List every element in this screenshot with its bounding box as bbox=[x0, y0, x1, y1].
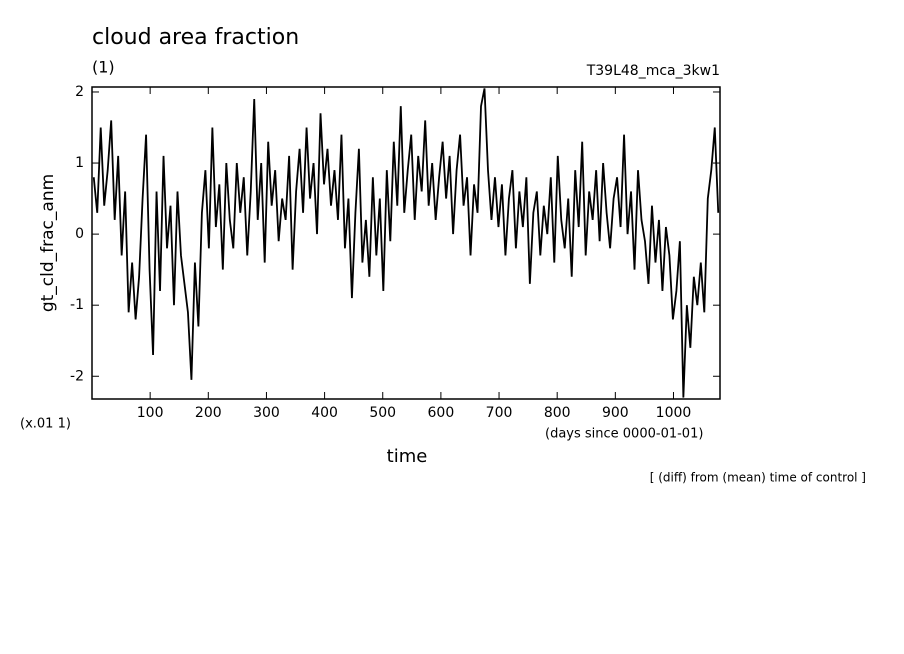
y-tick-label: -1 bbox=[70, 297, 84, 313]
x-axis-label: time bbox=[387, 446, 428, 467]
x-tick-label: 600 bbox=[428, 405, 455, 421]
x-tick-label: 500 bbox=[369, 405, 396, 421]
y-scale-note: (x.01 1) bbox=[20, 417, 71, 432]
x-tick-label: 300 bbox=[253, 405, 280, 421]
chart-title: cloud area fraction bbox=[92, 25, 299, 50]
x-tick-label: 100 bbox=[137, 405, 164, 421]
plot-frame bbox=[91, 86, 721, 400]
y-tick-label: 1 bbox=[75, 155, 84, 171]
y-tick-label: 2 bbox=[75, 84, 84, 100]
footnote: [ (diff) from (mean) time of control ] bbox=[650, 471, 866, 485]
y-tick-label: -2 bbox=[70, 368, 84, 384]
x-tick-label: 900 bbox=[602, 405, 629, 421]
run-label: T39L48_mca_3kw1 bbox=[586, 63, 720, 79]
x-tick-label: 700 bbox=[486, 405, 513, 421]
x-units: (days since 0000-01-01) bbox=[545, 427, 703, 442]
data-line bbox=[92, 88, 720, 398]
y-axis-label: gt_cld_frac_anm bbox=[38, 174, 58, 312]
x-tick-label: 200 bbox=[195, 405, 222, 421]
x-tick-label: 1000 bbox=[656, 405, 692, 421]
y-tick-label: 0 bbox=[75, 226, 84, 242]
x-tick-label: 800 bbox=[544, 405, 571, 421]
subtitle: (1) bbox=[92, 58, 115, 77]
x-tick-label: 400 bbox=[311, 405, 338, 421]
